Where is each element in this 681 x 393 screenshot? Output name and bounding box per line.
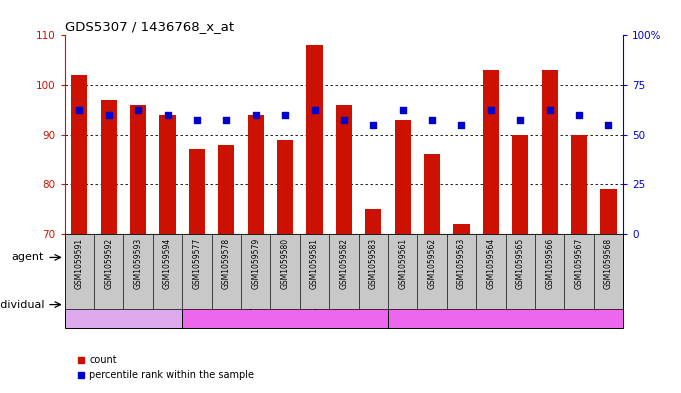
Bar [183,281,388,328]
Bar [359,234,388,309]
Text: antidepressant resistant: antidepressant resistant [76,300,170,309]
Bar [512,134,528,234]
Bar [65,281,183,328]
Point [603,121,614,128]
Bar [130,105,146,234]
Bar [601,189,616,234]
Bar [541,70,558,234]
Text: GSM1059581: GSM1059581 [310,237,319,288]
Text: GSM1059566: GSM1059566 [545,237,554,289]
Bar [159,115,176,234]
Bar [241,234,270,309]
Point [74,107,85,113]
Text: GSM1059594: GSM1059594 [163,237,172,289]
Bar [270,234,300,309]
Bar [277,140,294,234]
Bar [306,45,323,234]
Point [104,112,114,118]
Bar [505,234,535,309]
Point [426,117,437,123]
Text: GSM1059593: GSM1059593 [133,237,143,289]
Text: GSM1059567: GSM1059567 [575,237,584,289]
Point [397,107,408,113]
Text: GSM1059580: GSM1059580 [281,237,289,289]
Text: GSM1059563: GSM1059563 [457,237,466,289]
Point [368,121,379,128]
Text: GDS5307 / 1436768_x_at: GDS5307 / 1436768_x_at [65,20,234,33]
Bar [123,234,153,309]
Bar [365,209,381,234]
Bar [535,234,565,309]
Text: GSM1059561: GSM1059561 [398,237,407,289]
Bar [447,234,476,309]
Text: GSM1059562: GSM1059562 [428,237,437,289]
Bar [394,120,411,234]
Text: GSM1059568: GSM1059568 [604,237,613,289]
Bar [565,234,594,309]
Bar [72,75,87,234]
Bar [336,105,352,234]
Bar [454,224,469,234]
Point [251,112,262,118]
Text: fluoxetine: fluoxetine [206,252,262,263]
Bar [183,234,212,309]
Point [221,117,232,123]
Text: control: control [486,252,525,263]
Point [515,117,526,123]
Text: GSM1059582: GSM1059582 [339,237,349,288]
Bar [65,234,388,281]
Bar [94,234,123,309]
Bar [218,145,234,234]
Bar [424,154,440,234]
Text: GSM1059564: GSM1059564 [486,237,495,289]
Point [162,112,173,118]
Text: GSM1059577: GSM1059577 [193,237,202,289]
Point [309,107,320,113]
Bar [388,234,623,281]
Bar [329,234,359,309]
Text: GSM1059578: GSM1059578 [222,237,231,289]
Bar [248,115,264,234]
Legend: count, percentile rank within the sample: count, percentile rank within the sample [73,352,258,384]
Point [280,112,291,118]
Bar [388,234,417,309]
Point [456,121,467,128]
Bar [388,281,623,328]
Bar [65,234,94,309]
Text: GSM1059583: GSM1059583 [369,237,378,289]
Bar [300,234,329,309]
Bar [594,234,623,309]
Text: individual: individual [0,299,44,310]
Bar [483,70,499,234]
Bar [189,149,205,234]
Point [573,112,584,118]
Bar [476,234,505,309]
Text: antidepressant responsive: antidepressant responsive [216,299,354,310]
Bar [571,134,587,234]
Bar [417,234,447,309]
Text: agent: agent [12,252,44,263]
Point [133,107,144,113]
Text: GSM1059579: GSM1059579 [251,237,260,289]
Point [338,117,349,123]
Bar [153,234,183,309]
Point [486,107,496,113]
Text: control: control [488,299,524,310]
Text: GSM1059592: GSM1059592 [104,237,113,289]
Bar [212,234,241,309]
Text: GSM1059565: GSM1059565 [516,237,525,289]
Point [544,107,555,113]
Text: GSM1059591: GSM1059591 [75,237,84,289]
Point [191,117,202,123]
Bar [101,100,117,234]
